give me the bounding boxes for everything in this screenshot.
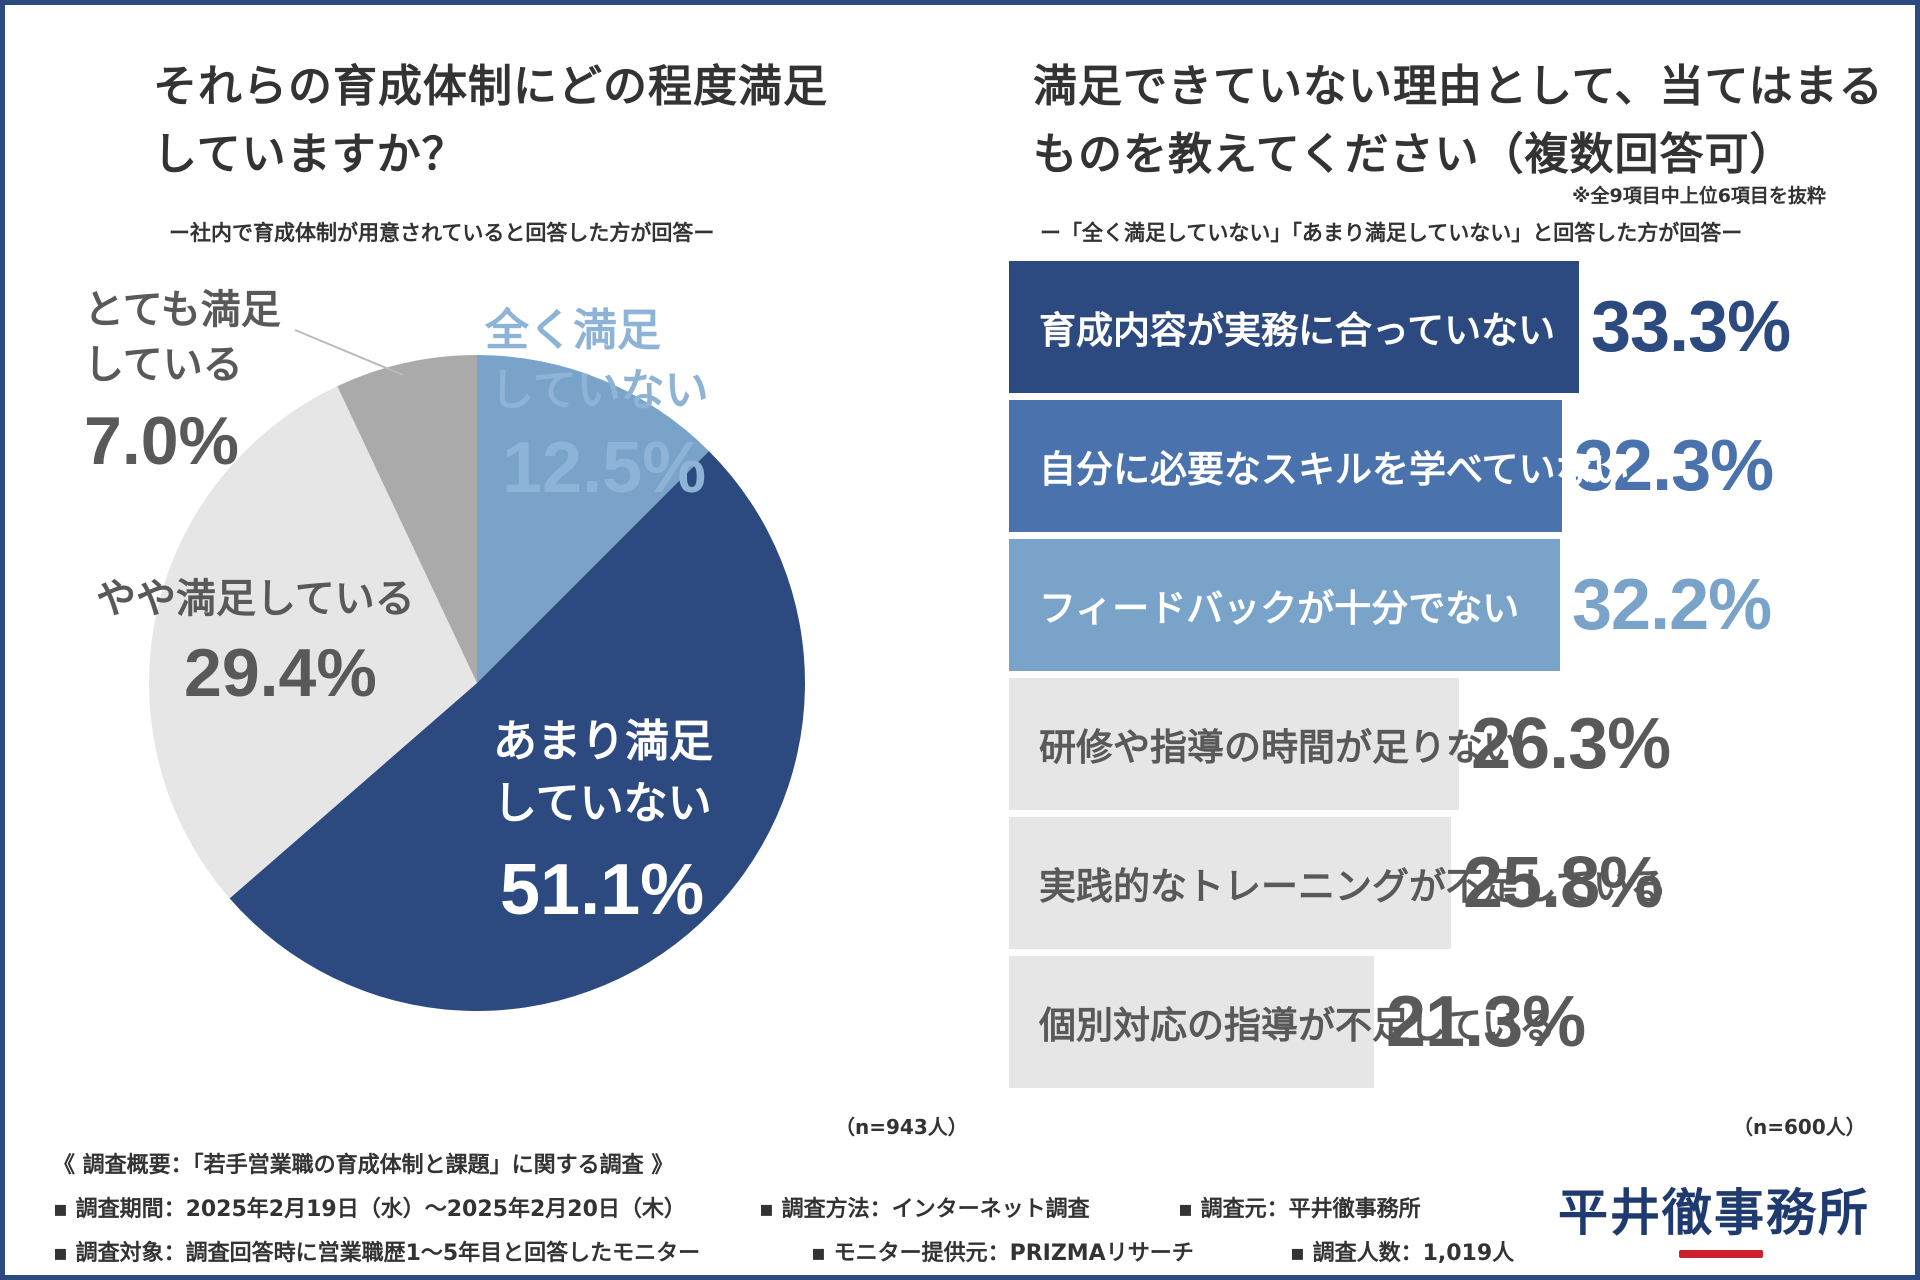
pie-value-totemo: 7.0%: [84, 403, 239, 479]
bar-3: 研修や指導の時間が足りない: [1009, 678, 1520, 810]
bar-5: 個別対応の指導が不足している: [1009, 956, 1556, 1088]
pie-value-zenku: 12.5%: [502, 428, 706, 508]
pie-label-totemo-line1: とても満足: [84, 287, 281, 333]
left-subtitle: ー社内で育成体制が用意されていると回答した方が回答ー: [169, 221, 715, 245]
bar-value: 26.3%: [1471, 704, 1671, 784]
bar-label: 個別対応の指導が不足している: [1039, 1004, 1556, 1047]
company-logo: 平井徹事務所: [1558, 1183, 1870, 1242]
bar-1: 自分に必要なスキルを学べていない: [1009, 400, 1630, 532]
survey-source: ▪ 調査元：平井徹事務所: [1178, 1197, 1421, 1222]
pie-label-yaya: やや満足している: [96, 576, 415, 622]
pie-slice-0: [477, 355, 709, 683]
pie-slice-2: [149, 386, 478, 899]
bar-label: 自分に必要なスキルを学べていない: [1039, 448, 1630, 491]
pie-slice-1: [229, 451, 806, 1012]
right-title-line2: ものを教えてください（複数回答可）: [1033, 129, 1795, 180]
pie-value-amari: 51.1%: [500, 850, 704, 930]
pie-leader-line: [294, 329, 404, 376]
bar-value: 21.3%: [1386, 982, 1586, 1062]
bar-label: 研修や指導の時間が足りない: [1039, 726, 1520, 769]
bar-0: 育成内容が実務に合っていない: [1009, 261, 1579, 393]
survey-provider: ▪ モニター提供元：PRIZMAリサーチ: [811, 1241, 1194, 1266]
pie-label-zenku-line2: していない: [490, 365, 709, 416]
bar-label: フィードバックが十分でない: [1039, 587, 1520, 630]
left-title-line1: それらの育成体制にどの程度満足: [153, 61, 828, 112]
bar-2: フィードバックが十分でない: [1009, 539, 1560, 671]
pie-label-zenku-line1: 全く満足: [484, 305, 661, 356]
pie-label-totemo-line2: している: [84, 342, 243, 388]
right-title: 満足できていない理由として、当てはまる ものを教えてください（複数回答可）: [1033, 53, 1884, 189]
right-title-line1: 満足できていない理由として、当てはまる: [1033, 61, 1884, 112]
pie-value-yaya: 29.4%: [184, 635, 377, 711]
pie-slice-3: [337, 355, 477, 683]
bar-4: 実践的なトレーニングが不足している: [1009, 817, 1667, 949]
survey-heading: 《 調査概要：「若手営業職の育成体制と課題」に関する調査 》: [53, 1153, 674, 1178]
bar-value: 32.3%: [1574, 426, 1774, 506]
bar-label: 育成内容が実務に合っていない: [1039, 309, 1556, 352]
logo-underline: [1679, 1250, 1763, 1258]
pie-label-amari-line1: あまり満足: [493, 716, 713, 767]
bar-value: 25.8%: [1463, 843, 1663, 923]
right-subtitle: ー「全く満足していない」「あまり満足していない」と回答した方が回答ー: [1040, 221, 1743, 245]
bar-value: 32.2%: [1572, 565, 1772, 645]
bar-value: 33.3%: [1591, 287, 1791, 367]
survey-method: ▪ 調査方法：インターネット調査: [759, 1197, 1090, 1222]
left-n-label: （n=943人）: [835, 1115, 968, 1139]
right-n-label: （n=600人）: [1733, 1115, 1866, 1139]
survey-period: ▪ 調査期間：2025年2月19日（水）～2025年2月20日（木）: [53, 1197, 686, 1222]
right-note: ※全9項目中上位6項目を抜粋: [1572, 185, 1826, 207]
survey-count: ▪ 調査人数：1,019人: [1290, 1241, 1515, 1266]
survey-target: ▪ 調査対象：調査回答時に営業職歴1～5年目と回答したモニター: [53, 1241, 701, 1266]
left-title: それらの育成体制にどの程度満足 していますか？: [153, 53, 828, 189]
pie-label-amari-line2: していない: [493, 778, 712, 829]
bar-label: 実践的なトレーニングが不足している: [1039, 865, 1667, 908]
left-title-line2: していますか？: [153, 129, 467, 180]
